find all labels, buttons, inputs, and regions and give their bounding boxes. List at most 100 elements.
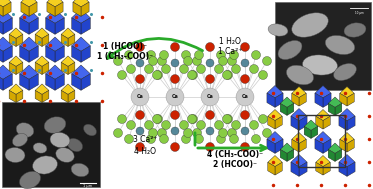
Circle shape [188, 115, 197, 123]
Circle shape [136, 127, 144, 135]
Circle shape [223, 115, 232, 123]
Circle shape [216, 135, 226, 143]
Circle shape [206, 43, 214, 51]
Circle shape [182, 135, 191, 143]
Polygon shape [20, 9, 38, 23]
Circle shape [250, 64, 258, 74]
Polygon shape [347, 162, 355, 176]
Circle shape [188, 115, 197, 123]
Polygon shape [328, 149, 335, 161]
Polygon shape [9, 62, 16, 74]
Polygon shape [291, 108, 307, 121]
Circle shape [117, 115, 126, 123]
Polygon shape [275, 162, 282, 175]
Polygon shape [55, 46, 65, 62]
Polygon shape [20, 46, 29, 62]
Circle shape [160, 50, 169, 60]
Circle shape [184, 129, 192, 138]
Circle shape [223, 70, 232, 80]
Text: 1 μm: 1 μm [84, 184, 93, 188]
Polygon shape [61, 56, 75, 66]
Circle shape [170, 143, 179, 152]
Polygon shape [316, 116, 323, 129]
Polygon shape [29, 46, 38, 62]
Polygon shape [68, 62, 75, 74]
Ellipse shape [50, 132, 70, 148]
Polygon shape [46, 18, 55, 34]
Circle shape [206, 127, 214, 135]
Polygon shape [55, 2, 63, 16]
Text: 3 Ca²⁺: 3 Ca²⁺ [133, 136, 157, 145]
Polygon shape [323, 139, 331, 153]
Polygon shape [287, 149, 294, 161]
Polygon shape [35, 62, 42, 74]
Ellipse shape [33, 143, 47, 153]
Circle shape [263, 129, 272, 138]
Ellipse shape [286, 65, 314, 85]
Polygon shape [267, 132, 283, 144]
Polygon shape [347, 116, 355, 130]
Polygon shape [340, 93, 347, 106]
Polygon shape [292, 93, 299, 106]
Polygon shape [340, 87, 354, 98]
Polygon shape [340, 132, 354, 144]
Polygon shape [42, 62, 49, 74]
Ellipse shape [56, 148, 74, 162]
Circle shape [147, 50, 156, 60]
Polygon shape [46, 46, 55, 62]
Circle shape [206, 111, 214, 119]
Circle shape [162, 64, 170, 74]
Polygon shape [315, 93, 323, 107]
Polygon shape [291, 162, 299, 176]
Polygon shape [61, 84, 75, 94]
Circle shape [171, 127, 179, 135]
Circle shape [206, 143, 214, 152]
Polygon shape [316, 156, 330, 167]
Circle shape [241, 143, 250, 152]
Circle shape [232, 64, 241, 74]
Polygon shape [72, 46, 81, 62]
Text: 4 H₂O: 4 H₂O [134, 146, 156, 156]
Ellipse shape [278, 40, 302, 60]
Circle shape [223, 115, 232, 123]
Polygon shape [42, 34, 49, 46]
Polygon shape [9, 34, 16, 46]
Circle shape [188, 70, 197, 80]
Circle shape [228, 129, 236, 138]
Polygon shape [29, 2, 37, 16]
Polygon shape [72, 37, 90, 51]
Ellipse shape [16, 123, 34, 137]
Ellipse shape [12, 133, 28, 146]
Bar [298, 115, 345, 167]
Polygon shape [20, 74, 29, 90]
Polygon shape [287, 103, 294, 115]
Circle shape [160, 135, 169, 143]
Polygon shape [0, 18, 3, 34]
Circle shape [157, 57, 166, 66]
Text: Ca: Ca [137, 94, 144, 99]
Circle shape [157, 129, 166, 138]
Circle shape [170, 43, 179, 51]
Circle shape [250, 121, 258, 129]
Circle shape [241, 127, 249, 135]
Polygon shape [316, 162, 323, 175]
Polygon shape [29, 18, 38, 34]
Circle shape [135, 43, 144, 51]
Polygon shape [9, 28, 23, 38]
Polygon shape [42, 90, 49, 102]
Circle shape [179, 121, 188, 129]
Ellipse shape [303, 55, 338, 75]
Polygon shape [55, 74, 65, 90]
Text: 1 H₂O: 1 H₂O [219, 37, 241, 46]
Circle shape [241, 59, 249, 67]
Circle shape [229, 135, 238, 143]
Circle shape [241, 74, 250, 84]
Polygon shape [0, 74, 3, 90]
Text: Ca: Ca [242, 94, 248, 99]
Circle shape [206, 74, 214, 84]
Circle shape [241, 111, 250, 119]
Polygon shape [46, 65, 65, 79]
Polygon shape [315, 132, 331, 144]
Polygon shape [280, 103, 287, 115]
Ellipse shape [268, 24, 288, 36]
